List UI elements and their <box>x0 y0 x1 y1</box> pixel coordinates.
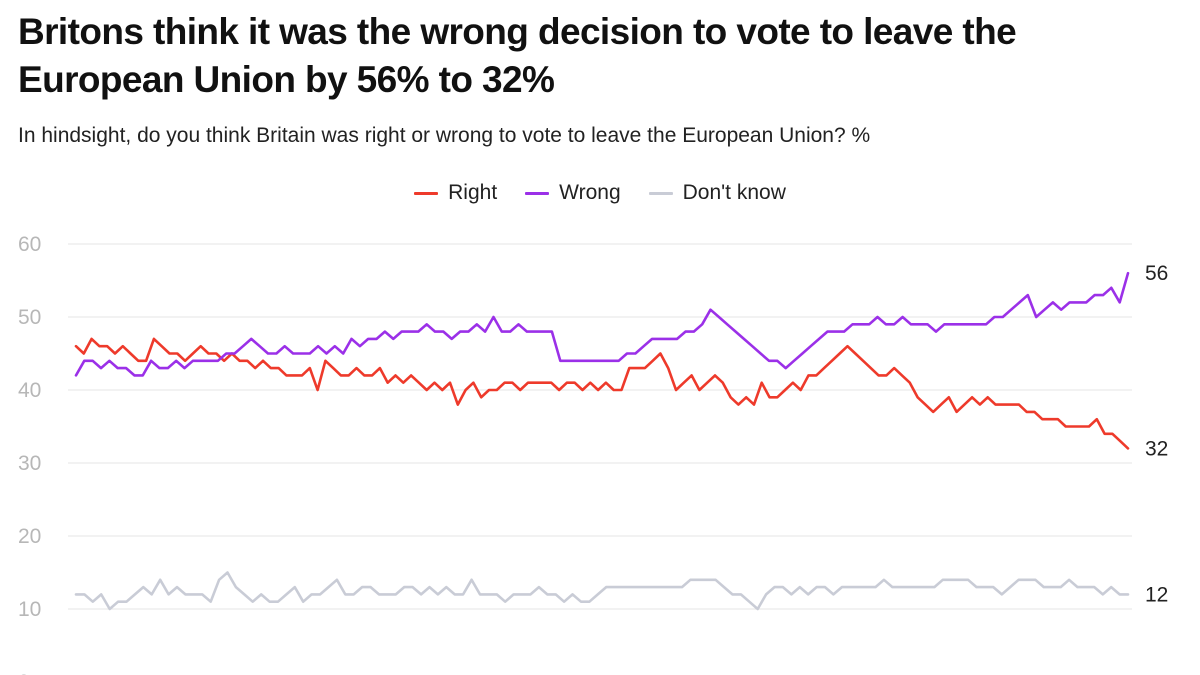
legend-label-right: Right <box>448 181 498 204</box>
legend-item-right: Right <box>414 181 497 205</box>
chart-subtitle: In hindsight, do you think Britain was r… <box>18 124 871 147</box>
legend-swatch-dont-know <box>648 191 673 195</box>
end-label-right: 32 <box>1145 437 1168 460</box>
series-lines <box>74 271 1130 611</box>
chart-title: Britons think it was the wrong decision … <box>18 11 1017 100</box>
y-tick-label-20: 20 <box>18 525 41 548</box>
y-tick-label-50: 50 <box>18 306 41 329</box>
legend-item-dont-know: Don't know <box>648 181 786 205</box>
y-tick-label-30: 30 <box>18 452 41 475</box>
chart-legend: Right Wrong Don't know <box>0 178 1200 208</box>
legend-swatch-right <box>414 191 439 195</box>
series-line-wrong <box>74 271 1130 377</box>
gridlines <box>68 243 1132 610</box>
series-line-don-t-know <box>74 571 1130 611</box>
y-tick-label-0: 0 <box>18 671 30 675</box>
legend-label-dont-know: Don't know <box>682 181 786 204</box>
end-label-don-t-know: 12 <box>1145 583 1168 606</box>
end-labels: 12 32 56 <box>1145 262 1168 606</box>
y-tick-label-10: 10 <box>18 598 41 621</box>
y-tick-label-60: 60 <box>18 233 41 256</box>
legend-label-wrong: Wrong <box>559 181 621 204</box>
legend-swatch-wrong <box>525 191 550 195</box>
y-axis-ticks: 60 50 40 30 20 10 0 <box>18 233 41 675</box>
end-label-wrong: 56 <box>1145 262 1168 285</box>
legend-item-wrong: Wrong <box>525 181 621 205</box>
series-line-right <box>74 337 1130 450</box>
y-tick-label-40: 40 <box>18 379 41 402</box>
